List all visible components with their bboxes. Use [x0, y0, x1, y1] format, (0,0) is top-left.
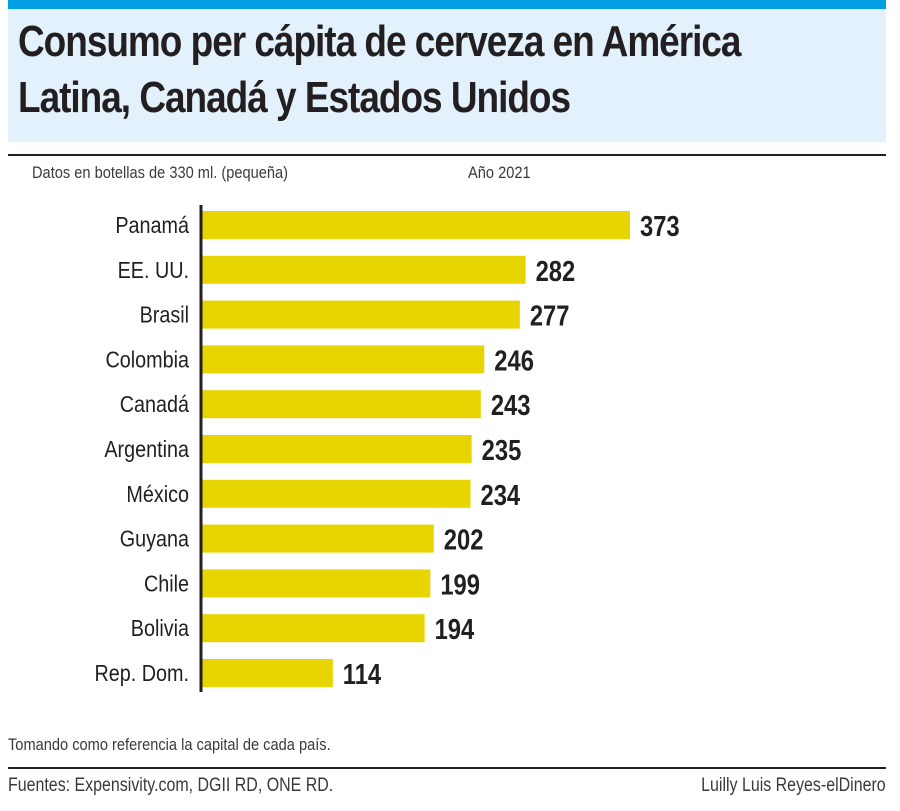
bottom-divider — [8, 767, 886, 769]
bar-4 — [202, 390, 481, 419]
title-background — [8, 9, 886, 142]
header-accent-strip — [8, 0, 886, 9]
bar-3 — [202, 345, 485, 374]
bar-1 — [202, 255, 526, 284]
bar-10 — [202, 659, 333, 687]
category-label: Guyana — [120, 526, 189, 552]
value-label: 202 — [444, 523, 484, 556]
chart-title-line-2: Latina, Canadá y Estados Unidos — [18, 73, 571, 122]
units-subtitle: Datos en botellas de 330 ml. (pequeña) — [32, 163, 289, 182]
footnote: Tomando como referencia la capital de ca… — [8, 735, 331, 754]
value-label: 235 — [482, 434, 522, 467]
category-label: Colombia — [105, 347, 189, 373]
chart-title: Consumo per cápita de cerveza en América… — [18, 14, 741, 126]
category-label: Panamá — [115, 213, 189, 239]
bar-6 — [202, 479, 471, 508]
top-divider — [8, 154, 886, 156]
value-label: 234 — [481, 479, 521, 512]
chart-title-line-1: Consumo per cápita de cerveza en América — [18, 17, 741, 66]
category-label: Chile — [144, 571, 189, 597]
bar-9 — [202, 614, 425, 643]
bar-7 — [202, 524, 434, 553]
category-label: México — [126, 481, 189, 507]
value-label: 246 — [494, 344, 534, 377]
bar-5 — [202, 435, 472, 463]
category-label: EE. UU. — [118, 257, 189, 283]
category-label: Brasil — [140, 302, 189, 328]
bar-chart: Panamá 373 EE. UU. 282 Brasil 277 Colombia 246 C… — [95, 205, 680, 692]
sources-text: Fuentes: Expensivity.com, DGII RD, ONE R… — [8, 775, 334, 796]
category-label: Bolivia — [131, 616, 189, 642]
value-label: 194 — [435, 613, 475, 646]
bar-0 — [202, 211, 630, 239]
value-label: 277 — [530, 299, 570, 332]
value-label: 282 — [536, 255, 576, 288]
category-label: Canadá — [120, 392, 189, 418]
value-label: 373 — [640, 210, 680, 243]
value-label: 243 — [491, 389, 531, 422]
bar-2 — [202, 300, 520, 329]
category-label: Argentina — [104, 437, 189, 463]
value-label: 114 — [343, 658, 382, 691]
bar-8 — [202, 569, 431, 598]
year-subtitle: Año 2021 — [468, 163, 531, 182]
author-credit: Luilly Luis Reyes-elDinero — [701, 775, 886, 796]
category-label: Rep. Dom. — [95, 661, 189, 687]
value-label: 199 — [440, 568, 480, 601]
bars-layer: Panamá 373 EE. UU. 282 Brasil 277 Colombia 246 C… — [95, 210, 680, 691]
